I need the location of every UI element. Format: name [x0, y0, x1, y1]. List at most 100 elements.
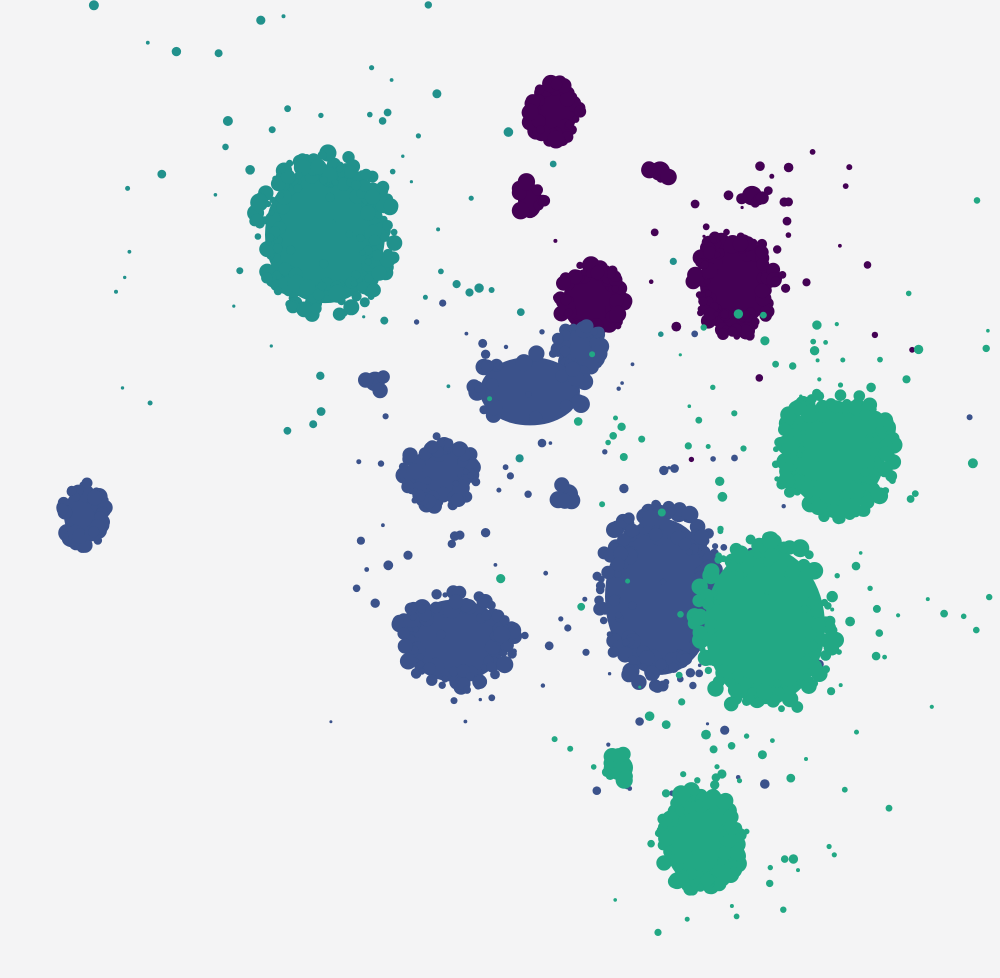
data-point: [906, 495, 915, 503]
data-point: [296, 301, 312, 318]
data-point: [493, 563, 498, 567]
data-point: [363, 245, 373, 256]
data-point: [780, 670, 797, 687]
data-point: [56, 503, 69, 516]
data-point: [611, 285, 619, 293]
data-point: [863, 261, 872, 269]
data-point: [567, 745, 574, 752]
data-point: [114, 289, 118, 294]
data-point: [802, 646, 811, 655]
data-point: [605, 268, 616, 279]
data-point: [772, 679, 782, 688]
data-point: [780, 546, 788, 554]
data-point: [310, 302, 322, 315]
data-point: [703, 277, 711, 285]
data-point: [838, 683, 843, 688]
data-point: [409, 180, 413, 184]
data-point: [834, 573, 840, 579]
data-point: [809, 565, 818, 574]
data-point: [486, 600, 496, 610]
data-point: [745, 331, 755, 341]
data-point: [374, 211, 383, 219]
data-point: [770, 738, 775, 743]
data-point: [875, 629, 884, 637]
data-point: [549, 160, 557, 168]
data-point: [503, 127, 514, 137]
data-point: [590, 764, 597, 770]
data-point: [607, 672, 612, 676]
data-point: [694, 777, 701, 784]
data-point: [592, 571, 602, 581]
data-point: [743, 828, 750, 835]
data-point: [776, 479, 787, 490]
data-point: [689, 647, 698, 657]
data-point: [525, 391, 532, 398]
data-point: [853, 390, 866, 402]
data-point: [356, 536, 365, 545]
data-point: [663, 845, 676, 858]
data-point: [538, 195, 551, 207]
data-point: [448, 666, 459, 677]
data-point: [478, 697, 482, 702]
data-point: [480, 528, 491, 538]
data-point: [448, 594, 464, 610]
data-point: [730, 866, 738, 874]
data-point: [684, 916, 690, 922]
data-point: [371, 265, 387, 281]
data-point: [834, 389, 847, 402]
data-point: [695, 416, 703, 424]
data-point: [364, 189, 381, 205]
data-point: [866, 382, 876, 393]
data-point: [698, 296, 708, 306]
data-point: [699, 618, 706, 625]
data-point: [878, 431, 887, 440]
data-point: [846, 164, 853, 171]
data-point: [700, 260, 709, 269]
data-point: [973, 626, 980, 634]
data-point: [524, 490, 532, 498]
data-point: [814, 461, 820, 466]
data-point: [658, 830, 674, 847]
data-point: [735, 570, 745, 580]
data-point: [351, 180, 362, 191]
data-point: [268, 209, 275, 216]
data-point: [551, 736, 558, 743]
data-point: [446, 384, 451, 389]
data-point: [714, 555, 723, 564]
data-point: [823, 401, 828, 406]
data-point: [720, 725, 730, 735]
data-point: [681, 882, 690, 891]
data-point: [829, 400, 843, 413]
data-point: [351, 291, 362, 302]
data-point: [344, 165, 357, 179]
data-point: [383, 108, 392, 117]
data-point: [700, 324, 707, 331]
data-point: [780, 906, 787, 913]
data-point: [376, 370, 390, 384]
data-point: [810, 338, 817, 345]
data-point: [786, 773, 796, 783]
data-point: [781, 590, 788, 598]
data-point: [607, 646, 619, 658]
data-point: [710, 635, 718, 642]
data-point: [678, 353, 682, 357]
data-point: [638, 435, 646, 443]
data-point: [265, 200, 272, 208]
data-point: [678, 537, 692, 551]
data-point: [474, 283, 484, 293]
data-point: [411, 497, 418, 504]
data-point: [404, 602, 417, 615]
data-point: [982, 344, 990, 353]
data-point: [911, 490, 919, 497]
data-point: [639, 650, 655, 666]
data-point: [379, 251, 396, 268]
data-point: [364, 567, 370, 572]
data-point: [318, 112, 324, 119]
data-point: [316, 407, 326, 416]
data-point: [310, 158, 327, 175]
data-point: [706, 658, 714, 666]
data-point: [986, 593, 993, 601]
data-point: [599, 501, 606, 508]
data-point: [464, 331, 469, 336]
data-point: [381, 523, 385, 528]
